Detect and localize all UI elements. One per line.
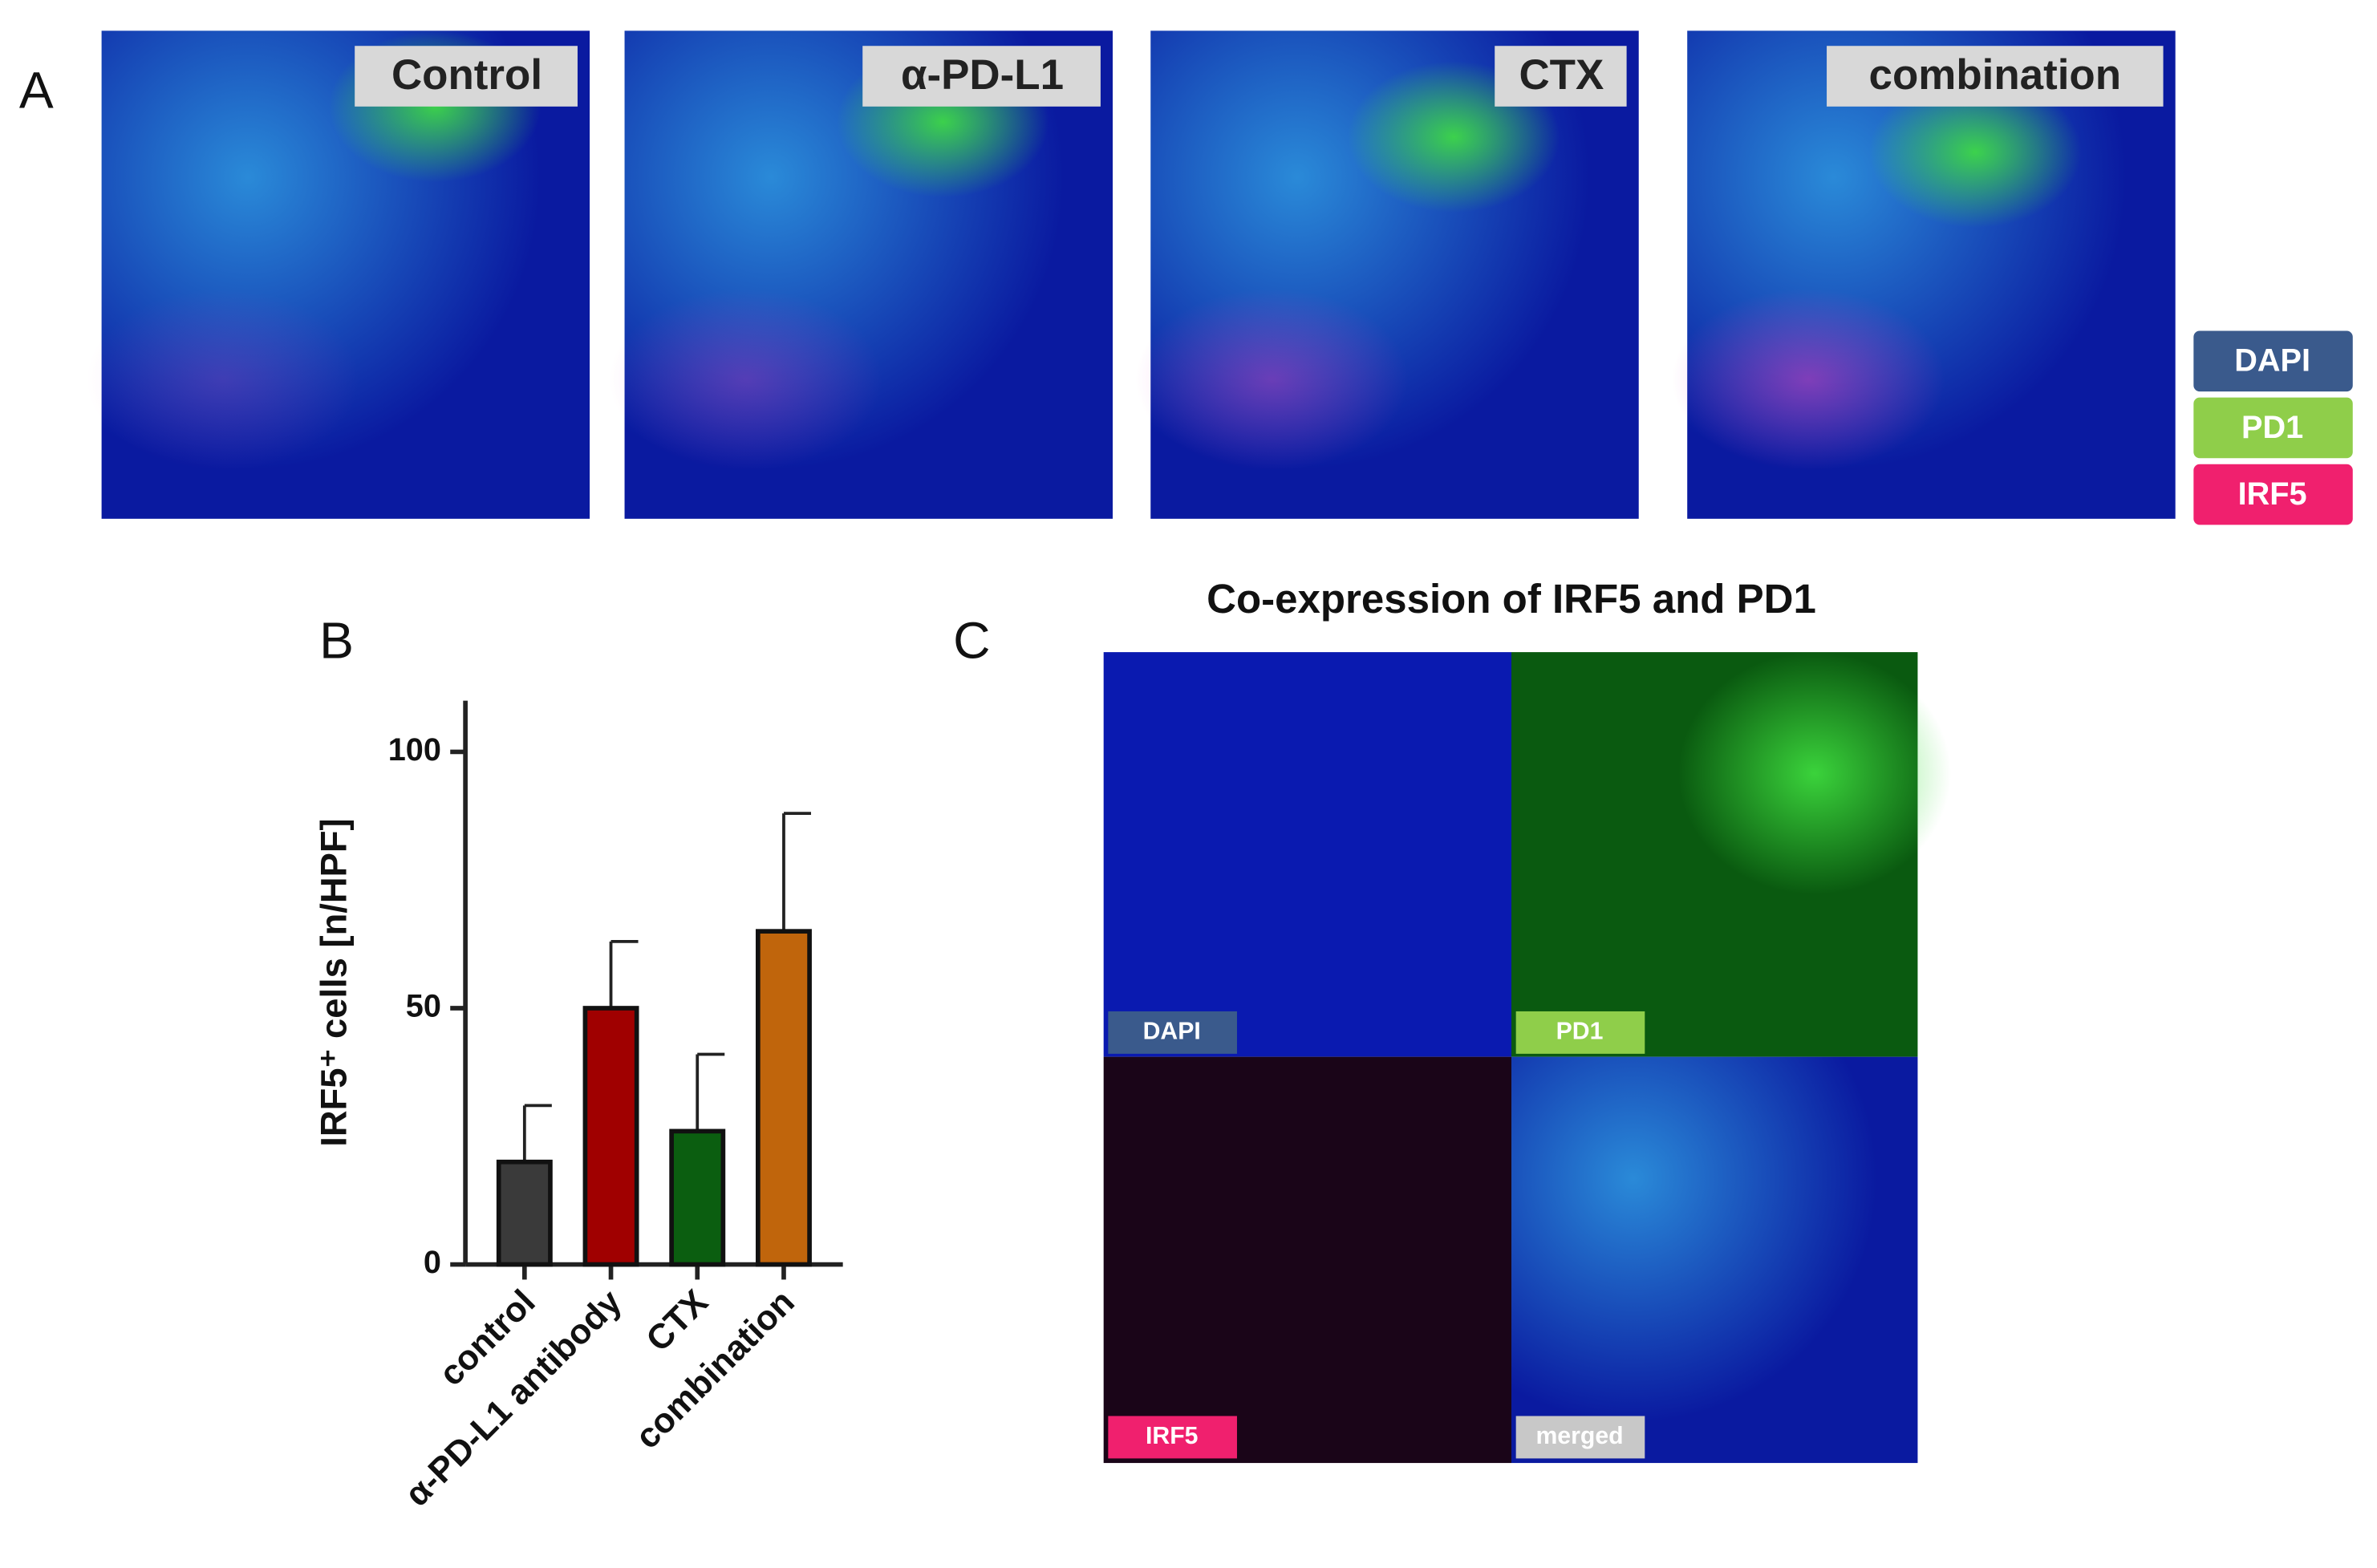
quadrant-label: PD1 bbox=[1556, 1018, 1604, 1044]
quadrant-label: IRF5 bbox=[1146, 1423, 1198, 1449]
bar bbox=[496, 1159, 553, 1267]
stain bbox=[1677, 652, 1952, 895]
y-tick-label: 50 bbox=[406, 988, 441, 1023]
quadrant bbox=[1103, 652, 1511, 1057]
quadrant-tag bbox=[1108, 1416, 1237, 1459]
stain bbox=[609, 288, 882, 471]
y-tick-label: 0 bbox=[424, 1245, 441, 1280]
quadrant bbox=[1103, 1056, 1511, 1464]
title-box bbox=[1827, 46, 2164, 107]
y-axis-label: IRF5⁺ cells [n/HPF] bbox=[313, 818, 354, 1146]
panel-title: Control bbox=[391, 51, 542, 99]
legend-label: IRF5 bbox=[2238, 476, 2307, 512]
quadrant bbox=[1511, 1056, 1918, 1464]
legend-label: PD1 bbox=[2241, 410, 2303, 445]
panel-letter: B bbox=[319, 612, 354, 670]
x-tick-label: CTX bbox=[639, 1282, 716, 1359]
bar bbox=[582, 1006, 639, 1267]
title-box bbox=[1495, 46, 1627, 107]
bar bbox=[669, 1128, 726, 1267]
panel-c-title: Co-expression of IRF5 and PD1 bbox=[1207, 576, 1816, 622]
legend-box bbox=[2193, 464, 2353, 525]
quadrant-tag bbox=[1515, 1011, 1645, 1054]
title-box bbox=[355, 46, 578, 107]
legend-box bbox=[2193, 330, 2353, 392]
title-box bbox=[862, 46, 1101, 107]
stain bbox=[1868, 76, 2082, 228]
stain bbox=[1672, 288, 1945, 471]
panel-title: combination bbox=[1869, 51, 2122, 99]
legend-box bbox=[2193, 397, 2353, 459]
panel-title: α-PD-L1 bbox=[901, 51, 1064, 99]
y-tick-label: 100 bbox=[388, 732, 441, 768]
quadrant-tag bbox=[1515, 1416, 1645, 1459]
quadrant-tag bbox=[1108, 1011, 1237, 1054]
panel-letter: A bbox=[19, 62, 54, 120]
panel-letter: C bbox=[953, 612, 990, 670]
stain bbox=[86, 288, 359, 471]
quadrant-label: DAPI bbox=[1143, 1018, 1201, 1044]
bar bbox=[755, 929, 812, 1267]
quadrant-label: merged bbox=[1535, 1423, 1623, 1449]
legend-label: DAPI bbox=[2234, 343, 2310, 379]
panel-title: CTX bbox=[1519, 51, 1604, 99]
stain bbox=[1135, 288, 1409, 471]
